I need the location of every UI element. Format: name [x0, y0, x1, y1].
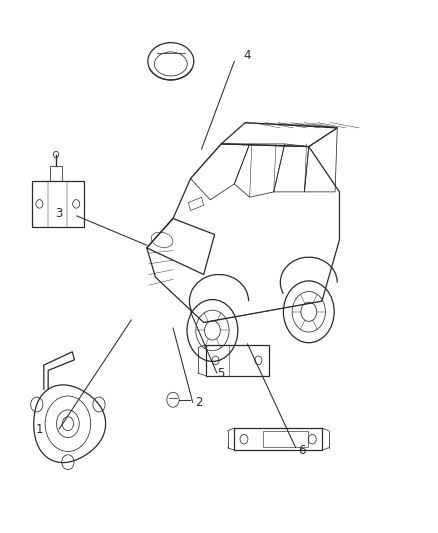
Bar — [50, 166, 62, 181]
Text: 3: 3 — [56, 207, 63, 220]
Bar — [263, 431, 308, 447]
Bar — [32, 181, 84, 227]
Text: 2: 2 — [195, 396, 203, 409]
Text: 4: 4 — [244, 50, 251, 62]
Text: 1: 1 — [35, 423, 43, 435]
Bar — [234, 428, 322, 450]
Text: 6: 6 — [298, 444, 306, 457]
Bar — [206, 345, 269, 376]
Text: 5: 5 — [218, 367, 225, 379]
